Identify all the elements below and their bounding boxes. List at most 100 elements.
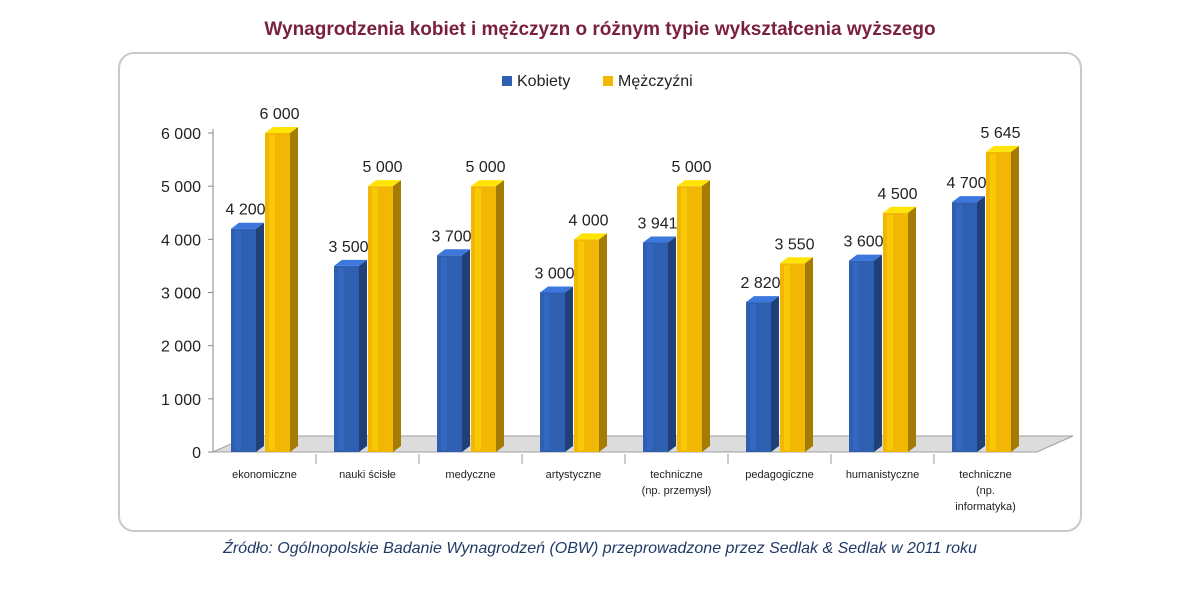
bars xyxy=(231,127,1019,453)
bar xyxy=(883,212,908,452)
x-tick-label: humanistyczne xyxy=(846,469,919,481)
data-label: 3 500 xyxy=(328,239,368,256)
bar xyxy=(265,133,290,452)
y-tick-label: 6 000 xyxy=(161,126,201,143)
data-label: 3 550 xyxy=(774,236,814,253)
x-tick-label: ekonomiczne xyxy=(232,469,297,481)
data-label: 5 000 xyxy=(362,159,402,176)
x-tick-label-line: medyczne xyxy=(445,469,495,481)
data-label: 4 000 xyxy=(568,212,608,229)
data-label: 4 500 xyxy=(877,186,917,203)
source-note: Źródło: Ogólnopolskie Badanie Wynagrodze… xyxy=(223,540,977,557)
bar-highlight xyxy=(681,188,687,450)
legend: Kobiety Mężczyźni xyxy=(502,73,693,90)
bar-highlight xyxy=(441,257,447,450)
bar-side xyxy=(496,180,504,452)
y-tick-label: 5 000 xyxy=(161,179,201,196)
bar-side xyxy=(771,296,779,452)
bar-side xyxy=(702,180,710,452)
bar xyxy=(574,239,599,452)
bar-top xyxy=(437,249,470,256)
bar-top xyxy=(231,222,264,229)
bar xyxy=(849,260,874,452)
data-label: 3 700 xyxy=(431,228,471,245)
x-tick-label: medyczne xyxy=(445,469,495,481)
bar-side xyxy=(1011,145,1019,453)
x-tick-label-line: (np. przemysł) xyxy=(642,485,712,497)
legend-swatch xyxy=(603,76,613,86)
data-label: 4 200 xyxy=(225,202,265,219)
x-tick-label-line: artystyczne xyxy=(546,469,602,481)
bar-highlight xyxy=(784,265,790,450)
x-tick-label: techniczne (np. informatyka) xyxy=(955,469,1016,513)
x-tick-label: artystyczne xyxy=(546,469,602,481)
bar xyxy=(437,255,462,452)
data-label: 4 700 xyxy=(946,175,986,192)
bar-top xyxy=(746,296,779,303)
bar xyxy=(746,302,771,452)
bar-side xyxy=(565,286,573,452)
y-tick-label: 3 000 xyxy=(161,286,201,303)
bar-highlight xyxy=(338,267,344,450)
bar-highlight xyxy=(990,153,996,451)
bar-top xyxy=(368,180,401,187)
bar-highlight xyxy=(853,262,859,450)
bar xyxy=(540,292,565,452)
bar-top xyxy=(883,206,916,213)
bar-top xyxy=(471,180,504,187)
bar-top xyxy=(849,254,882,261)
data-label: 3 000 xyxy=(534,266,574,283)
x-tick-label-line: techniczne xyxy=(650,469,703,481)
bar-highlight xyxy=(235,230,241,450)
bar-highlight xyxy=(475,188,481,450)
data-label: 2 820 xyxy=(740,275,780,292)
bar-side xyxy=(977,196,985,452)
legend-label: Kobiety xyxy=(517,73,570,90)
data-label: 6 000 xyxy=(259,106,299,123)
bar xyxy=(952,202,977,452)
data-label: 5 645 xyxy=(980,125,1020,142)
data-label: 3 600 xyxy=(843,234,883,251)
x-tick-label: nauki ścisłe xyxy=(339,469,396,481)
bar-side xyxy=(805,257,813,452)
x-tick-label-line: pedagogiczne xyxy=(745,469,814,481)
bar xyxy=(986,151,1011,453)
bar-top xyxy=(643,236,676,243)
bar-top xyxy=(952,196,985,203)
x-tick-label-line: informatyka) xyxy=(955,501,1016,513)
bar xyxy=(368,186,393,452)
y-tick-label: 2 000 xyxy=(161,339,201,356)
bar xyxy=(780,263,805,452)
x-tick-label: techniczne (np. przemysł) xyxy=(642,469,712,497)
bar xyxy=(471,186,496,452)
y-tick-label: 4 000 xyxy=(161,232,201,249)
data-label: 5 000 xyxy=(671,159,711,176)
bar-highlight xyxy=(887,214,893,450)
chart-title: Wynagrodzenia kobiet i mężczyzn o różnym… xyxy=(264,19,936,40)
bar-side xyxy=(908,206,916,452)
bar-side xyxy=(393,180,401,452)
bar-highlight xyxy=(544,294,550,450)
legend-label: Mężczyźni xyxy=(618,73,693,90)
bar-highlight xyxy=(956,204,962,450)
bar-side xyxy=(462,249,470,452)
bar-highlight xyxy=(269,135,275,450)
bar-top xyxy=(780,257,813,264)
x-tick-label-line: ekonomiczne xyxy=(232,469,297,481)
bar-side xyxy=(668,236,676,452)
bar-side xyxy=(359,259,367,452)
x-tick-label-line: techniczne xyxy=(959,469,1012,481)
data-label: 3 941 xyxy=(637,215,677,232)
bar-top xyxy=(986,145,1019,152)
bar-highlight xyxy=(647,244,653,450)
bar-side xyxy=(599,233,607,452)
bar-top xyxy=(540,286,573,293)
x-tick-label-line: (np. xyxy=(976,485,995,497)
y-axis: 0 1 000 2 000 3 000 4 000 5 000 6 000 xyxy=(161,126,214,462)
bar-top xyxy=(334,259,367,266)
bar-highlight xyxy=(372,188,378,450)
x-axis: ekonomiczne nauki ścisłe medyczne artystycz… xyxy=(232,454,1016,513)
legend-swatch xyxy=(502,76,512,86)
